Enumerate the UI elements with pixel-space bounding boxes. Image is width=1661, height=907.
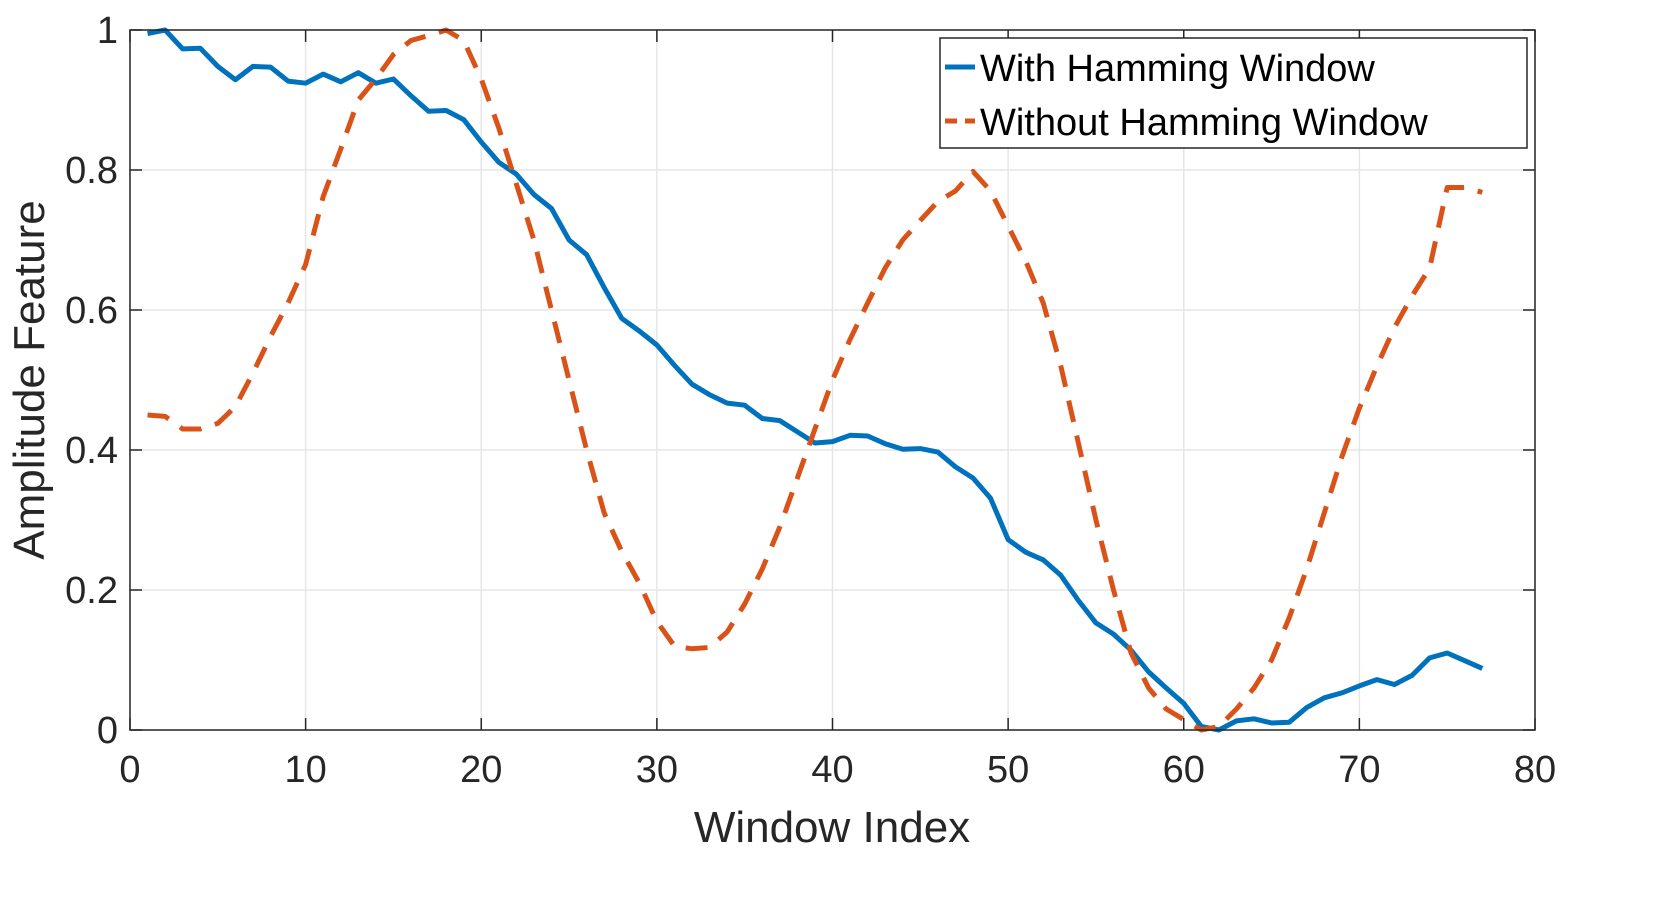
x-tick-labels: 0 10 20 30 40 50 60 70 80 <box>119 749 1556 791</box>
y-tick-label: 0.6 <box>65 290 118 332</box>
x-tick-label: 50 <box>987 749 1029 791</box>
legend-box <box>939 37 1528 149</box>
x-tick-label: 70 <box>1338 749 1380 791</box>
tick-marks <box>129 29 1536 731</box>
x-tick-label: 0 <box>119 749 140 791</box>
y-tick-labels: 0 0.2 0.4 0.6 0.8 1 <box>65 10 118 752</box>
series-line-without-hamming <box>147 27 1483 733</box>
x-tick-label: 30 <box>636 749 678 791</box>
y-tick-label: 1 <box>97 10 118 52</box>
series-line-with-hamming <box>147 27 1484 733</box>
x-axis-label: Window Index <box>694 803 970 852</box>
x-tick-label: 60 <box>1163 749 1205 791</box>
y-tick-label: 0.8 <box>65 150 118 192</box>
series-layer <box>147 27 1484 733</box>
x-tick-label: 10 <box>284 749 326 791</box>
y-tick-label: 0 <box>97 710 118 752</box>
y-tick-label: 0.2 <box>65 570 118 612</box>
legend-label-with-hamming: With Hamming Window <box>980 48 1375 90</box>
y-tick-label: 0.4 <box>65 430 118 472</box>
x-tick-label: 40 <box>811 749 853 791</box>
legend-label-without-hamming: Without Hamming Window <box>980 102 1428 144</box>
y-axis-label: Amplitude Feature <box>5 200 54 560</box>
x-tick-label: 20 <box>460 749 502 791</box>
x-tick-label: 80 <box>1514 749 1556 791</box>
legend: With Hamming Window Without Hamming Wind… <box>939 37 1528 149</box>
